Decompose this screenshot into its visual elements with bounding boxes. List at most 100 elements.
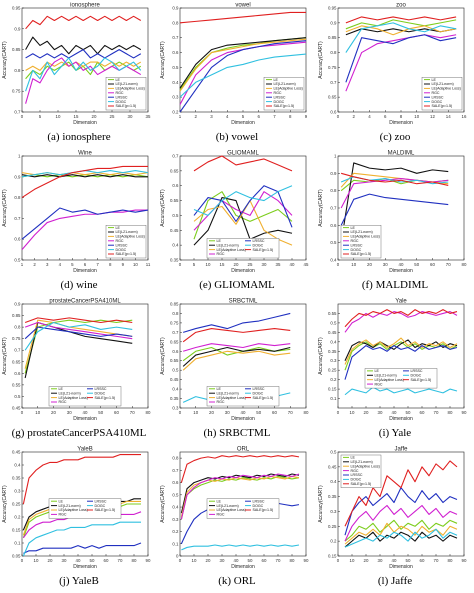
legend-entry: LE [432,78,437,82]
x-tick-label: 50 [98,410,103,415]
legend-entry: LE [351,226,356,230]
legend-entry: LE [375,369,380,373]
series-line-dogc [344,528,458,548]
series-line-sale [180,455,300,483]
y-tick-label: 0.4 [330,479,337,484]
legend-entry: SALE(p=1.5) [95,508,116,512]
y-tick-label: 0 [176,554,179,559]
x-tick-label: 20 [364,410,369,415]
legend-box [206,498,280,519]
x-tick-label: 40 [399,262,404,267]
series-line-rgc [340,177,449,209]
legend-entry: LE [116,226,121,230]
series-line-sale [344,309,458,328]
x-tick-label: 80 [132,558,137,563]
series-line-dogc [179,53,307,98]
y-axis-label: Accuracy(CART) [160,337,166,375]
series-line-l21 [182,346,291,367]
y-tick-label: 0.75 [328,65,337,70]
y-tick-label: 0.9 [14,174,21,179]
y-tick-label: 0.6 [172,349,179,354]
y-tick-label: 0.25 [328,368,337,373]
x-tick-label: 4 [368,114,371,119]
legend-entry: SALE(p=1.5) [253,396,274,400]
series-line-l21 [21,174,148,178]
x-tick-label: 0 [21,558,24,563]
x-tick-label: 10 [350,410,355,415]
y-tick-label: 0.5 [172,65,179,70]
x-tick-label: 60 [104,558,109,563]
series-line-rgc [24,321,133,340]
series-line-leadaptive [344,522,458,545]
y-tick-label: 0.3 [172,95,179,100]
x-tick-label: 40 [241,410,246,415]
x-axis-label: Dimension [231,268,255,274]
y-tick-label: 0.8 [172,20,179,25]
y-tick-label: 0.7 [172,330,179,335]
x-tick-label: 60 [272,410,277,415]
x-tick-label: 25 [110,114,115,119]
legend-entry: LE [351,456,356,460]
x-tick-label: 50 [406,558,411,563]
chart-caption: (e) GLIOMAML [199,279,275,291]
legend-entry: LRSSC [351,243,363,247]
y-tick-label: 0.8 [330,50,337,55]
chart-panel-4: Wine 1 2 3 4 5 6 7 8 9 10 11 0.5 0.6 0.7 0.8 0.9 1 Dimensi… [2,151,151,292]
y-tick-label: 0.05 [12,554,21,559]
y-tick-label: 0.65 [328,95,337,100]
legend-entry: LE(Adaptive Loss) [116,87,145,91]
x-tick-label: 30 [220,558,225,563]
series-line-sale [22,454,141,505]
x-axis-label: Dimension [73,416,97,422]
chart-caption: (a) ionosphere [47,131,110,143]
x-tick-label: 20 [48,558,53,563]
legend-box [340,224,382,259]
legend-entry: LE [59,387,64,391]
legend-entry: RGC [351,239,359,243]
x-tick-label: 70 [118,558,123,563]
x-tick-label: 20 [206,558,211,563]
y-tick-label: 0.45 [12,450,21,455]
legend-entry: LE [217,239,222,243]
series-line-dogc [181,544,300,551]
x-axis-label: Dimension [231,416,255,422]
x-tick-label: 30 [225,410,230,415]
legend-entry: RGC [116,239,124,243]
legend-entry: RGC [217,400,225,404]
legend-entry: LE(Adaptive Loss) [116,235,145,239]
x-axis-label: Dimension [73,120,97,126]
y-tick-label: 0.5 [172,368,179,373]
x-tick-label: 50 [248,558,253,563]
y-tick-label: 0.55 [170,358,179,363]
series-line-rgc [345,34,457,92]
x-tick-label: 20 [364,558,369,563]
y-axis-label: Accuracy(CART) [160,41,166,79]
legend-entry: DOGC [274,100,285,104]
x-tick-label: 10 [414,114,419,119]
y-tick-label: 0.65 [170,339,179,344]
legend-entry: RGC [432,91,440,95]
series-line-lrssc [23,542,142,554]
x-tick-label: 45 [304,262,309,267]
y-tick-label: 0.7 [330,80,337,85]
series-line-lrssc [345,34,457,83]
x-tick-label: 80 [448,558,453,563]
y-tick-label: 0.6 [14,237,21,242]
x-tick-label: 30 [383,262,388,267]
y-axis-label: Accuracy(CART) [2,189,8,227]
legend-entry: RGC [375,382,383,386]
legend-box [105,224,147,259]
y-tick-label: 0.1 [172,541,179,546]
x-axis-label: Dimension [231,120,255,126]
series-line-l21 [179,37,307,89]
y-tick-label: 0.15 [328,554,337,559]
legend-entry: RGC [351,469,359,473]
x-tick-label: 0 [179,558,182,563]
series-line-leadaptive [179,38,307,92]
legend-entry: DOGC [253,391,264,395]
legend-entry: LRSSC [95,387,107,391]
